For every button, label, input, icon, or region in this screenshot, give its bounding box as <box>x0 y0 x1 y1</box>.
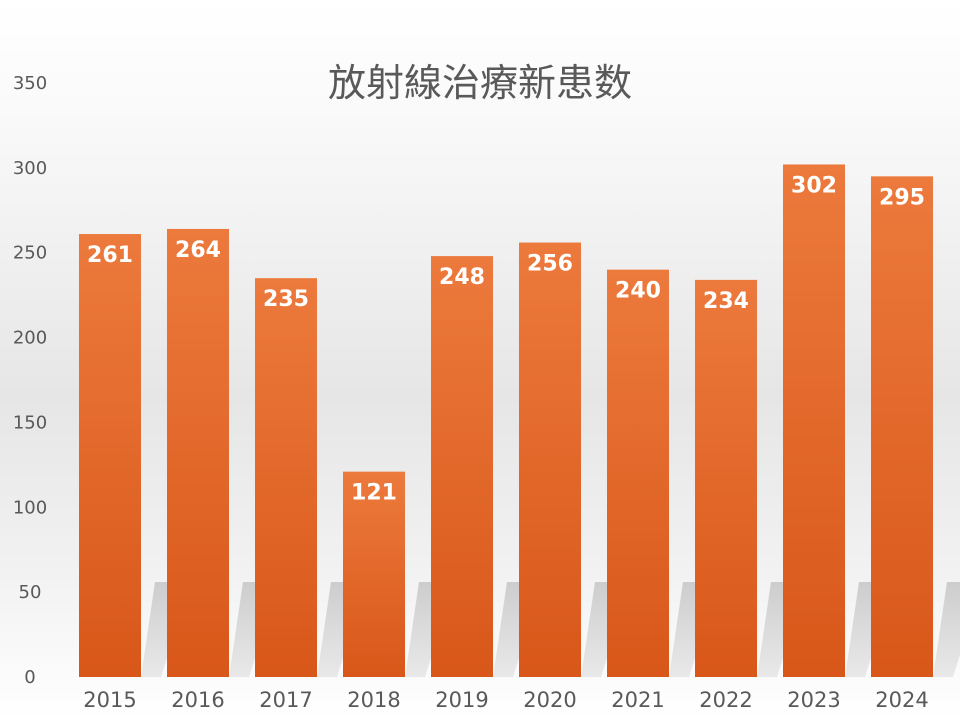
bars: 261 264 235 121 248 256 240 234 302 295 <box>79 164 933 678</box>
x-tick-label-2015: 2015 <box>83 688 136 712</box>
bar-2023 <box>783 164 845 677</box>
x-tick-label-2024: 2024 <box>875 688 928 712</box>
x-tick-label-2021: 2021 <box>611 688 664 712</box>
data-label-2017: 235 <box>263 287 309 312</box>
bar-shadow <box>933 582 960 677</box>
y-tick-label: 350 <box>13 73 47 94</box>
x-tick-label-2018: 2018 <box>347 688 400 712</box>
y-axis: 0 50 100 150 200 250 300 350 <box>13 73 47 688</box>
bar-2024 <box>871 176 933 678</box>
bar-2019 <box>431 256 493 677</box>
bar-2015 <box>79 234 141 677</box>
data-label-2016: 264 <box>175 238 221 263</box>
data-label-2021: 240 <box>615 279 661 304</box>
y-tick-label: 0 <box>24 667 35 688</box>
x-axis: 2015 2016 2017 2018 2019 2020 2021 2022 2023 2024 <box>83 688 928 712</box>
data-label-2015: 261 <box>87 243 133 268</box>
y-tick-label: 300 <box>13 158 47 179</box>
y-tick-label: 250 <box>13 243 47 264</box>
bar-2016 <box>167 228 229 677</box>
y-tick-label: 200 <box>13 328 47 349</box>
bar-2021 <box>607 269 669 677</box>
y-tick-label: 100 <box>13 497 47 518</box>
bar-2018 <box>343 471 405 677</box>
bar-2020 <box>519 242 581 677</box>
chart-title: 放射線治療新患数 <box>328 61 632 105</box>
y-tick-label: 150 <box>13 412 47 433</box>
y-tick-label: 50 <box>19 582 42 603</box>
x-tick-label-2019: 2019 <box>435 688 488 712</box>
data-label-2020: 256 <box>527 252 573 277</box>
bar-2022 <box>695 279 757 677</box>
x-tick-label-2017: 2017 <box>259 688 312 712</box>
x-tick-label-2022: 2022 <box>699 688 752 712</box>
data-label-2019: 248 <box>439 265 485 290</box>
bar-2017 <box>255 278 317 677</box>
data-label-2018: 121 <box>351 481 397 506</box>
data-label-2022: 234 <box>703 289 749 314</box>
x-tick-label-2020: 2020 <box>523 688 576 712</box>
data-label-2023: 302 <box>791 173 837 198</box>
x-tick-label-2016: 2016 <box>171 688 224 712</box>
x-tick-label-2023: 2023 <box>787 688 840 712</box>
data-label-2024: 295 <box>879 185 925 210</box>
